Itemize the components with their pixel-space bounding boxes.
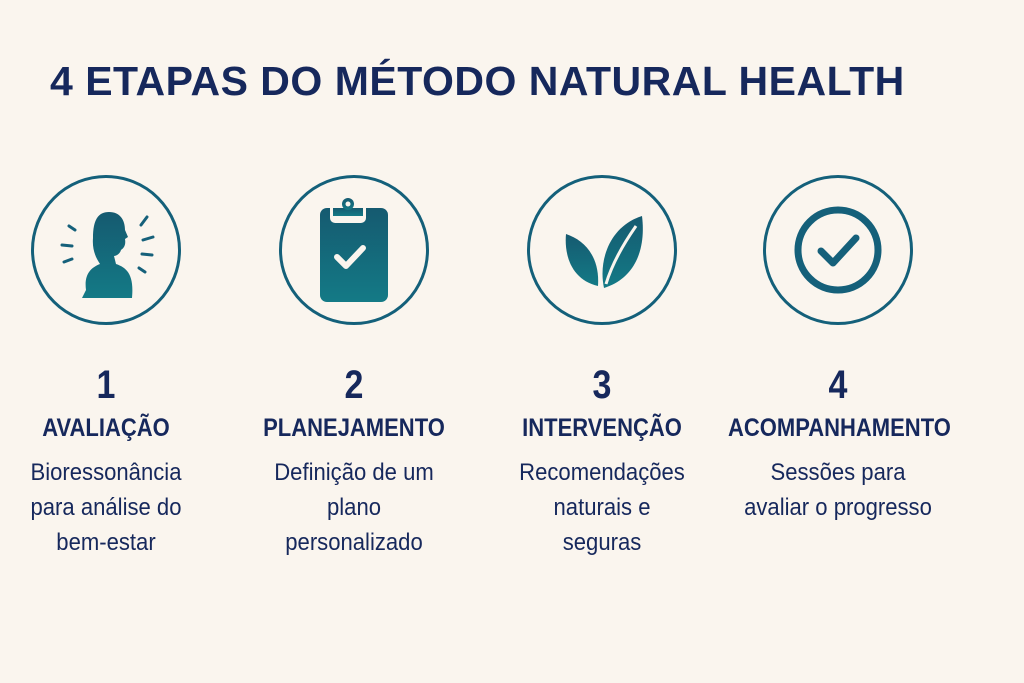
step-heading: ACOMPANHAMENTO bbox=[728, 414, 951, 442]
page-title: 4 ETAPAS DO MÉTODO NATURAL HEALTH bbox=[50, 58, 905, 104]
step-number: 1 bbox=[96, 363, 116, 407]
step-description: Sessões para avaliar o progresso bbox=[744, 459, 932, 521]
step-icon-circle bbox=[527, 175, 677, 325]
step-heading: AVALIAÇÃO bbox=[42, 414, 170, 442]
step-heading: PLANEJAMENTO bbox=[263, 414, 445, 442]
woman-profile-icon bbox=[60, 212, 155, 298]
step-intervention: 3 INTERVENÇÃO Recomendações naturais e s… bbox=[477, 175, 727, 560]
step-follow-up: 4 ACOMPANHAMENTO Sessões para avaliar o … bbox=[713, 175, 963, 525]
leaves-icon bbox=[565, 216, 643, 288]
step-description: Bioressonância para análise do bem-estar bbox=[30, 459, 182, 556]
step-planning: 2 PLANEJAMENTO Definição de um plano per… bbox=[229, 175, 479, 560]
step-icon-circle bbox=[279, 175, 429, 325]
step-number: 2 bbox=[344, 363, 364, 407]
step-evaluation: 1 AVALIAÇÃO Bioressonância para análise … bbox=[0, 175, 231, 560]
step-icon-circle bbox=[763, 175, 913, 325]
step-icon-circle bbox=[31, 175, 181, 325]
step-heading: INTERVENÇÃO bbox=[522, 414, 682, 442]
step-number: 3 bbox=[592, 363, 612, 407]
step-description: Definição de um plano personalizado bbox=[274, 459, 434, 556]
check-circle-icon bbox=[794, 206, 882, 294]
step-number: 4 bbox=[828, 363, 848, 407]
step-description: Recomendações naturais e seguras bbox=[519, 459, 685, 556]
clipboard-check-icon bbox=[320, 198, 388, 302]
